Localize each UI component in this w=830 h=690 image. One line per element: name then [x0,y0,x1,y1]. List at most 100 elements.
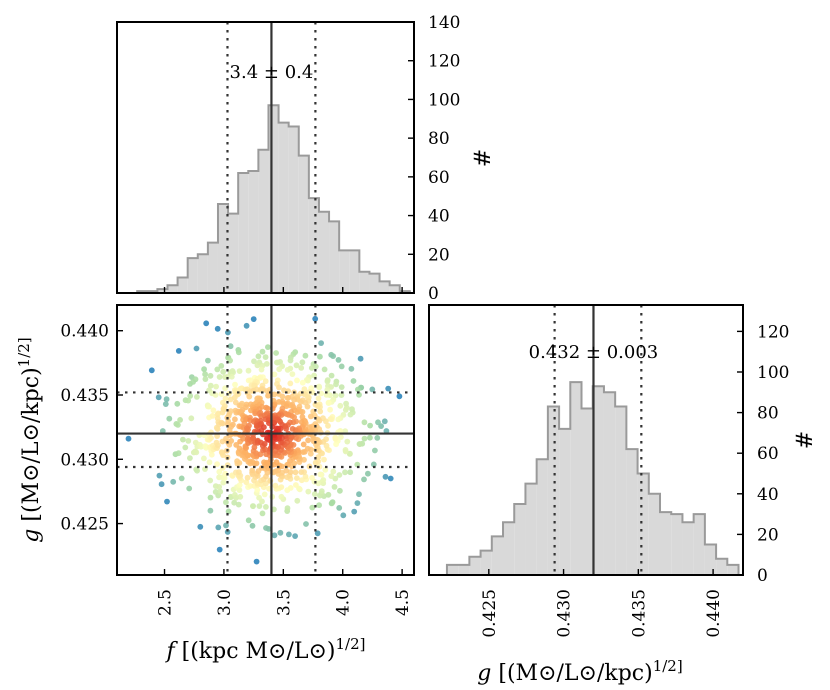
histogram-bar [626,449,638,575]
scatter-point [148,367,155,374]
x-tick-label: 4.5 [393,589,413,616]
histogram-bar [217,203,229,293]
f-histogram-y-axis: 0 20 40 60 80 100 120 140 [408,13,460,304]
scatter-point [324,386,331,393]
scatter-point [180,436,186,443]
histogram-bar [308,198,319,293]
histogram-bar [682,522,694,575]
scatter-point [307,413,314,420]
scatter-point [223,522,229,529]
histogram-bar [547,406,560,575]
scatter-point [265,392,271,399]
scatter-point [215,442,221,449]
scatter-point [235,349,242,356]
scatter-point [243,404,249,411]
scatter-point [291,396,297,403]
scatter-point [174,400,181,407]
g-histogram-y-label: # [793,431,818,449]
scatter-point [325,400,332,406]
histogram-outline [445,381,743,575]
scatter-point [302,473,309,480]
scatter-frame [116,304,415,576]
scatter-point [241,420,248,427]
scatter-point [309,504,316,511]
scatter-point [355,386,361,393]
scatter-point [396,393,403,400]
scatter-point [374,435,381,441]
scatter-point [217,488,224,495]
histogram-bar [727,564,739,575]
x-tick-label: 0.435 [629,589,649,638]
scatter-point [299,359,306,366]
scatter-point [308,365,315,371]
x-tick-label: 0.430 [555,589,575,638]
scatter-point [220,479,227,486]
scatter-point [322,466,329,473]
histogram-bar [329,221,340,293]
scatter-point [298,477,305,484]
scatter-point [188,415,195,422]
scatter-point [256,503,263,509]
scatter-point [317,408,324,415]
scatter-point [156,472,163,479]
scatter-point [317,353,323,360]
scatter-point [344,438,351,445]
scatter-point [158,481,165,488]
scatter-point [338,384,345,390]
scatter-point [231,499,238,506]
scatter-point [227,343,234,350]
scatter-point [224,529,231,535]
scatter-point [367,422,373,429]
scatter-point [216,546,223,553]
scatter-point [202,371,209,378]
scatter-point [312,315,319,322]
scatter-point [253,460,260,467]
y-tick-label: 0 [757,566,768,586]
scatter-point [245,367,252,374]
scatter-point [333,381,339,388]
scatter-point [361,419,368,426]
scatter-point [305,488,312,495]
scatter-point [206,403,212,410]
histogram-bar [278,122,289,293]
scatter-point [365,470,371,477]
scatter-point [283,425,289,432]
scatter-point [330,353,336,359]
histogram-bar [248,171,259,293]
scatter-point [315,454,322,460]
scatter-x-label: f [(kpc M⊙/L⊙)1/2] [164,635,365,664]
scatter-point [375,419,381,426]
scatter-point [207,507,214,514]
scatter-point [312,401,319,408]
scatter-point [201,366,208,373]
scatter-point [125,435,132,442]
scatter-point [342,469,348,476]
scatter-point [271,391,278,398]
scatter-point [303,521,309,527]
scatter-point [287,357,294,364]
histogram-bar [187,258,198,293]
y-tick-label: 0.440 [60,322,109,342]
g-histogram-x-label: g [(M⊙/L⊙/kpc)1/2] [477,657,682,686]
scatter-point [276,366,283,373]
scatter-point [354,500,361,506]
scatter-median-lines [117,305,414,575]
histogram-bar [503,522,515,575]
scatter-point [294,497,301,504]
scatter-y-axis: 0.425 0.430 0.435 0.440 [60,322,123,535]
histogram-bar [446,564,459,575]
scatter-point [155,394,162,401]
scatter-point [305,437,311,444]
scatter-point [316,502,322,509]
scatter-point [202,376,209,382]
scatter-point [240,435,247,442]
scatter-point [279,393,286,400]
histogram-bar [458,564,470,575]
scatter-point [194,467,201,474]
y-tick-label: 80 [428,129,450,149]
scatter-point [331,484,338,490]
y-tick-label: 120 [757,322,789,342]
scatter-point [245,517,252,524]
scatter-point [244,474,251,481]
scatter-point [275,467,282,474]
